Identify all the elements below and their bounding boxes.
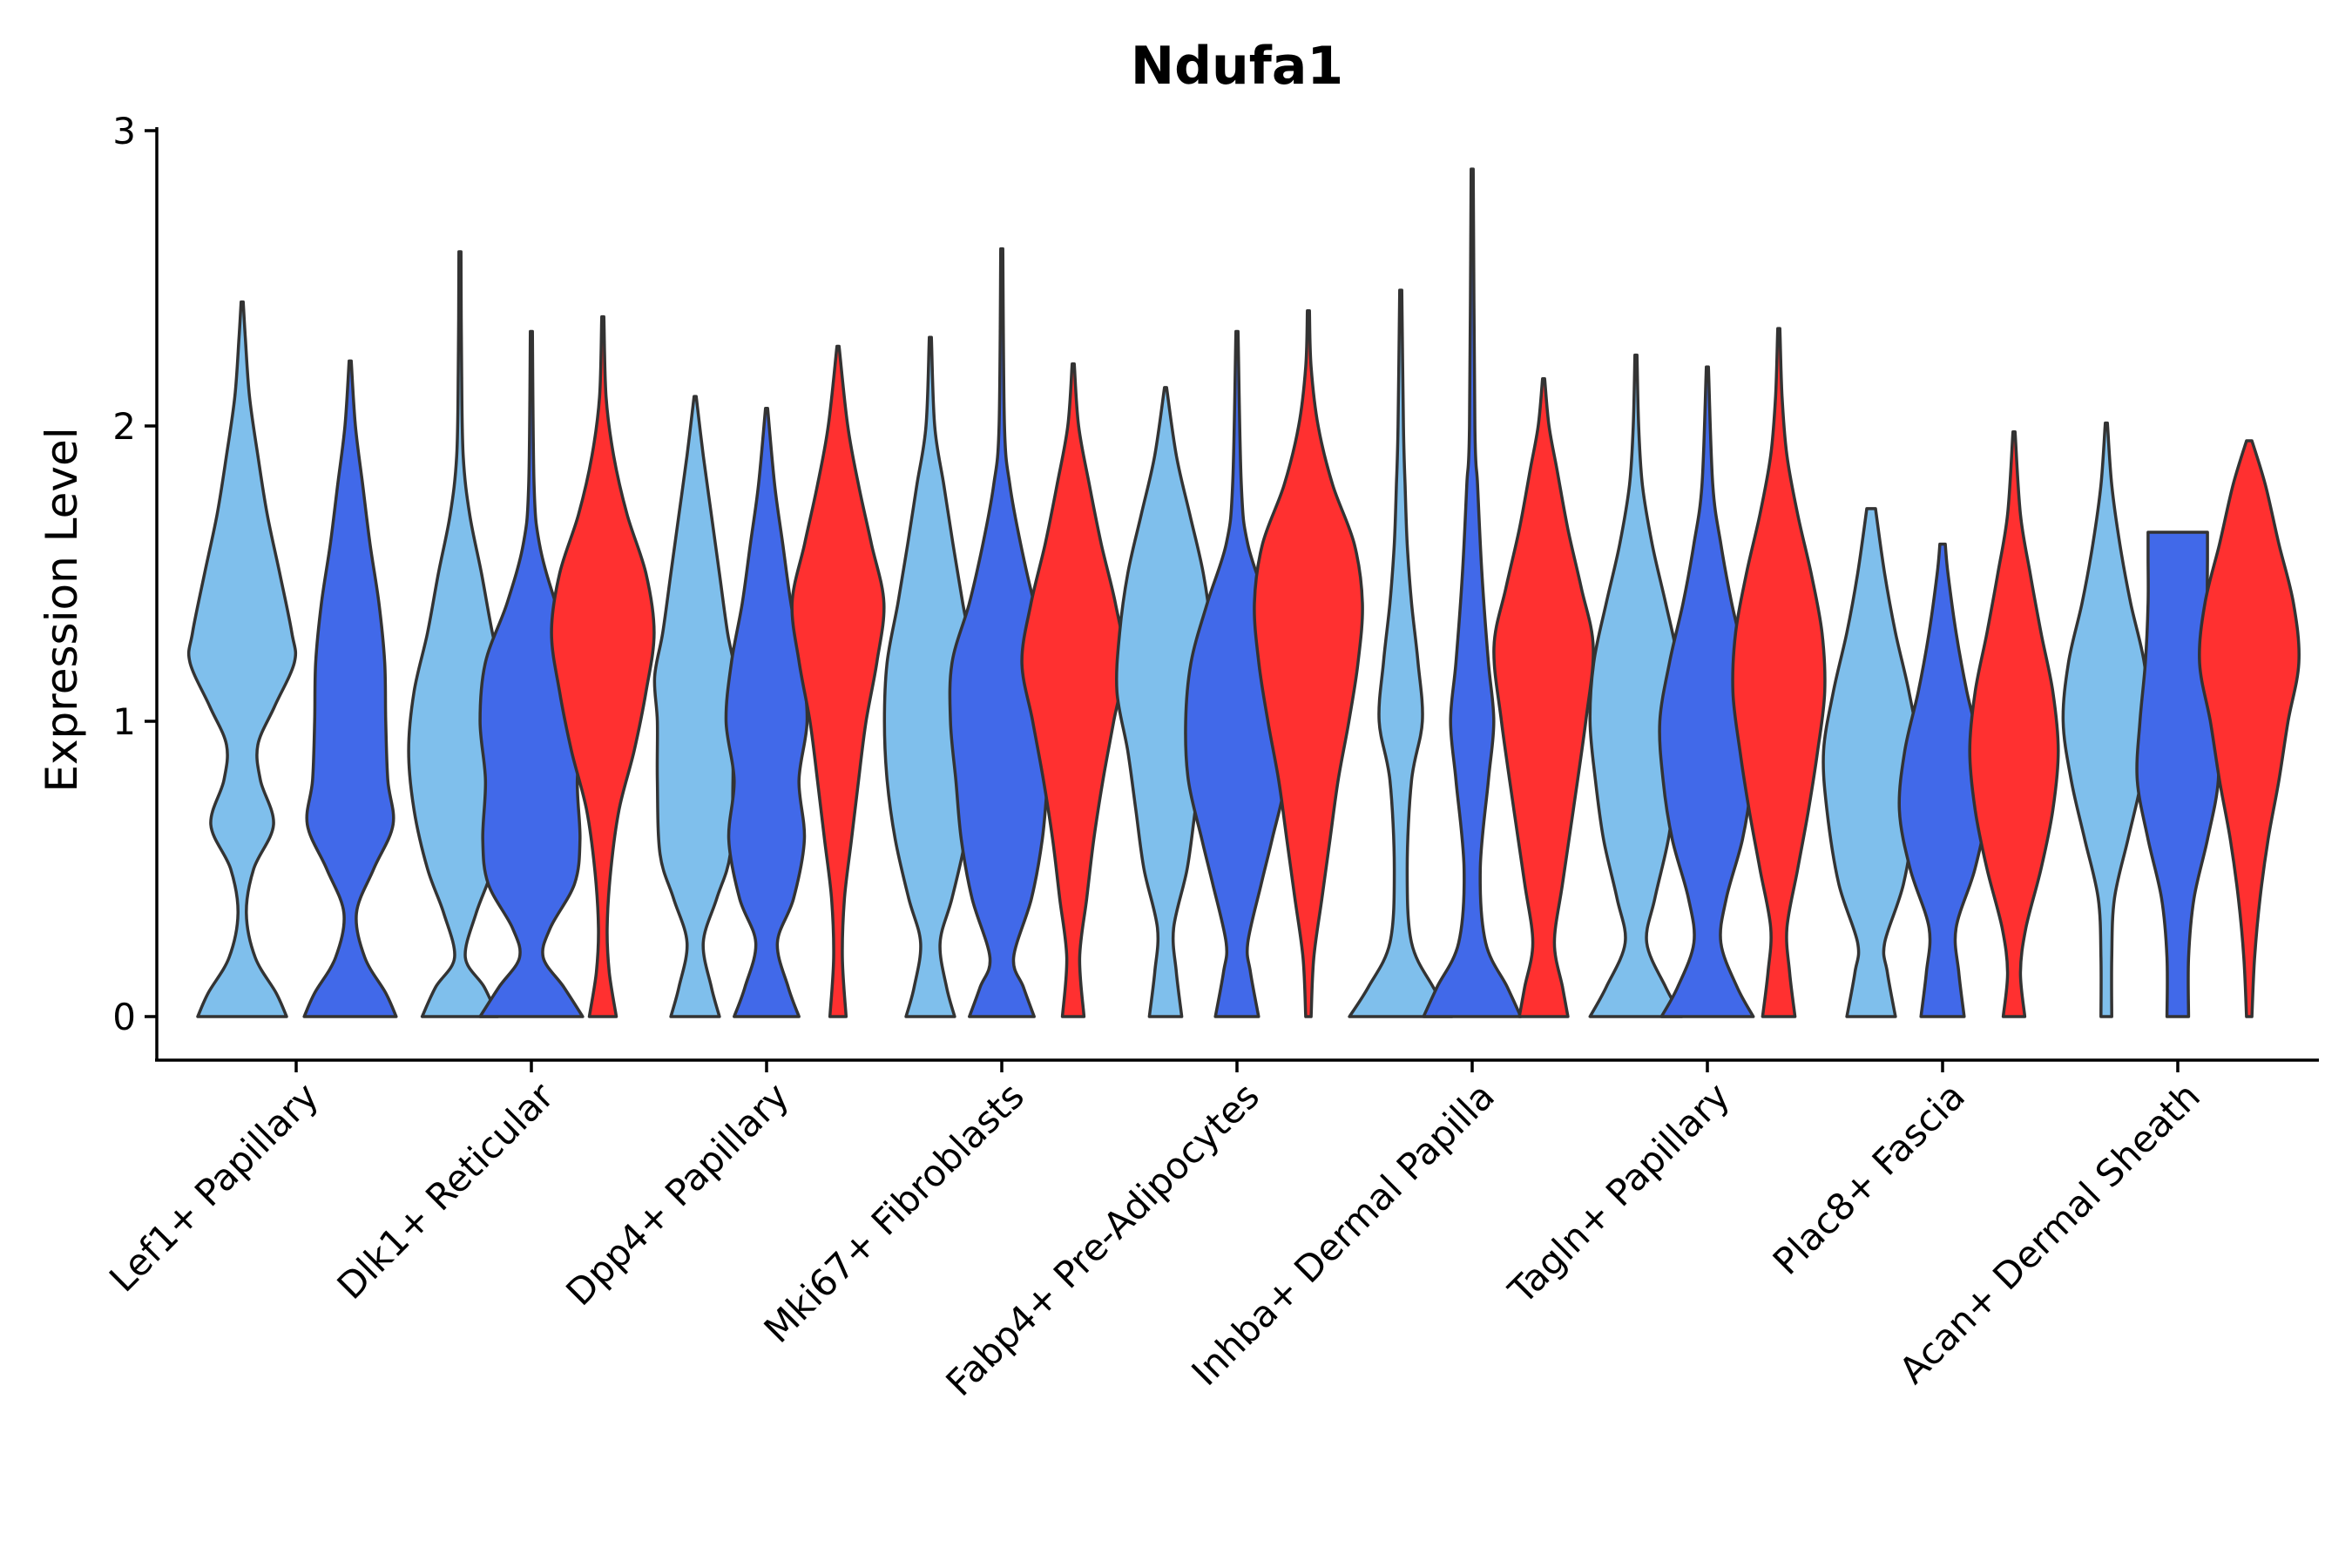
x-tick-label: Mki67+ Fibroblasts <box>756 1074 1032 1350</box>
violin-shape <box>1821 507 1921 1018</box>
chart-title: Ndufa1 <box>1131 36 1343 97</box>
violin-shape <box>1897 542 1988 1018</box>
violin-shape <box>1658 365 1757 1018</box>
violin-shape <box>1422 167 1523 1018</box>
violin-shape <box>2198 439 2301 1018</box>
y-tick-label: 1 <box>112 700 136 743</box>
violin-shape <box>1492 377 1595 1018</box>
y-axis-label: Expression Level <box>37 427 87 792</box>
violin-shape <box>652 395 738 1018</box>
violin-shape <box>1020 362 1126 1018</box>
y-axis-ticks: 0 1 2 3 <box>112 110 157 1038</box>
x-tick-label: Plac8+ Fascia <box>1765 1074 1973 1282</box>
violin-shape <box>1114 386 1217 1018</box>
violin-shape <box>724 406 809 1018</box>
violin-shape <box>1348 288 1454 1018</box>
y-tick-label: 2 <box>112 405 136 448</box>
y-tick-label: 0 <box>112 996 136 1038</box>
violin-shape <box>478 329 585 1018</box>
x-tick-label: Tagln+ Papillary <box>1500 1074 1738 1312</box>
violin-shape <box>1731 327 1827 1018</box>
violin-shape <box>550 314 656 1018</box>
violin-shape <box>1968 430 2060 1018</box>
violin-marks <box>186 167 2301 1018</box>
x-tick-label: Lef1+ Papillary <box>101 1074 327 1300</box>
violin-shape <box>1253 309 1364 1018</box>
x-tick-label: Dlk1+ Reticular <box>329 1074 563 1308</box>
violin-shape <box>948 247 1056 1018</box>
violin-shape <box>790 344 886 1018</box>
violin-shape <box>1184 329 1290 1018</box>
violin-shape <box>186 300 298 1018</box>
violin-shape <box>302 359 398 1018</box>
y-tick-label: 3 <box>112 110 136 152</box>
violin-shape <box>2061 421 2152 1018</box>
x-tick-label: Dpp4+ Papillary <box>558 1074 797 1314</box>
